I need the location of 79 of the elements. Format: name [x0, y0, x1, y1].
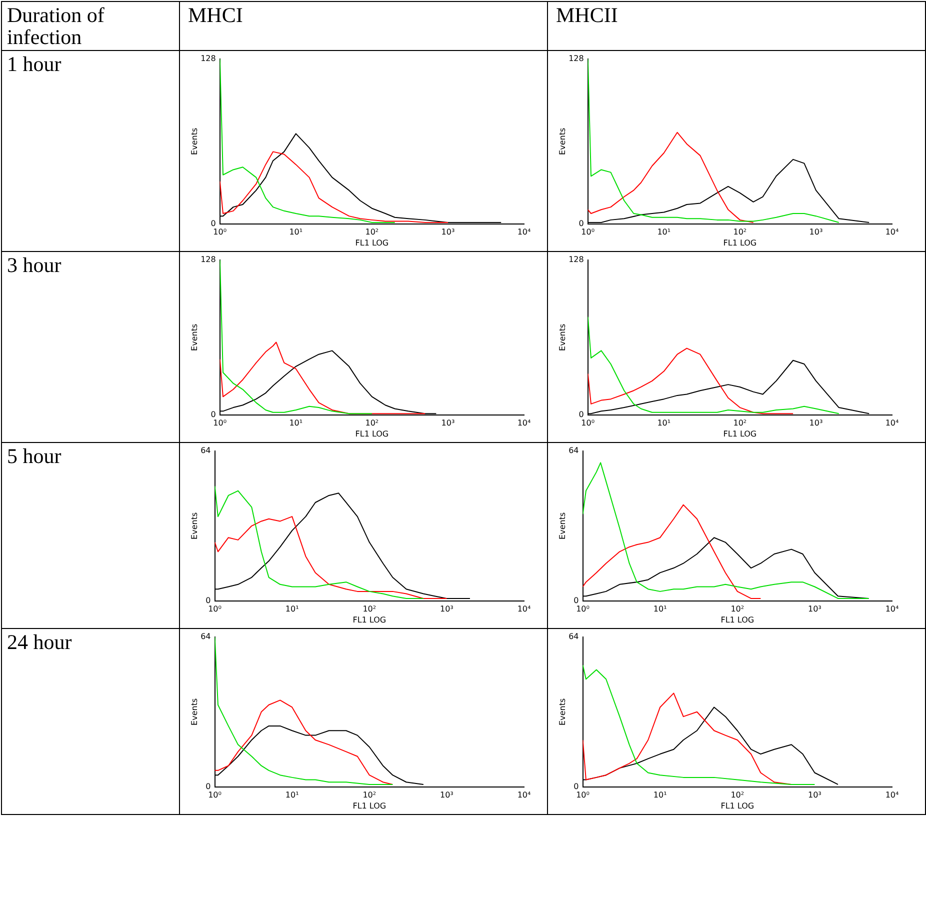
y-tick-label: 0 — [206, 782, 211, 791]
x-tick-label: 10³ — [809, 418, 823, 428]
x-axis-title: FL1 LOG — [723, 429, 757, 438]
y-tick-label: 0 — [574, 596, 579, 605]
x-tick-label: 10³ — [440, 604, 454, 614]
x-tick-label: 10¹ — [289, 418, 303, 428]
x-tick-label: 10⁰ — [213, 228, 227, 237]
text: 24 hour — [2, 629, 180, 816]
x-tick-label: 10² — [733, 418, 747, 428]
text: 3 hour — [2, 252, 180, 444]
y-tick-label: 0 — [210, 218, 216, 228]
text: 1 hour — [2, 51, 180, 252]
x-tick-label: 10⁴ — [517, 418, 531, 428]
x-tick-label: 10⁴ — [885, 418, 899, 428]
y-axis-title: Events — [558, 698, 567, 726]
x-tick-label: 10³ — [809, 228, 823, 237]
y-axis-title: Events — [558, 324, 567, 352]
x-tick-label: 10¹ — [285, 604, 299, 614]
x-axis-title: FL1 LOG — [720, 801, 754, 810]
y-tick-label: 64 — [200, 632, 211, 642]
x-tick-label: 10⁴ — [517, 604, 531, 614]
x-tick-label: 10⁴ — [885, 604, 899, 614]
y-axis-title: Events — [190, 128, 199, 156]
x-tick-label: 10² — [730, 790, 744, 800]
x-tick-label: 10⁰ — [576, 790, 590, 800]
y-axis-title: Events — [190, 324, 199, 352]
x-tick-label: 10⁰ — [576, 604, 590, 614]
x-axis-title: FL1 LOG — [352, 615, 386, 624]
y-axis-title: Events — [558, 512, 567, 540]
x-tick-label: 10⁴ — [517, 228, 531, 237]
x-tick-label: 10¹ — [653, 604, 667, 614]
x-tick-label: 10³ — [441, 228, 455, 237]
text: 5 hour — [2, 443, 180, 630]
x-tick-label: 10² — [362, 604, 376, 614]
y-tick-label: 64 — [200, 446, 211, 456]
y-tick-label: 0 — [206, 596, 211, 605]
x-tick-label: 10² — [362, 790, 376, 800]
x-tick-label: 10² — [730, 604, 744, 614]
chart-title: MHCI — [180, 2, 548, 52]
x-tick-label: 10⁴ — [517, 790, 531, 800]
y-axis-title: Events — [190, 698, 199, 726]
chart-title: MHCII — [548, 2, 926, 52]
x-axis-title: FL1 LOG — [355, 238, 389, 248]
x-tick-label: 10² — [365, 418, 379, 428]
y-tick-label: 128 — [200, 54, 216, 64]
x-axis-title: FL1 LOG — [355, 429, 389, 438]
y-tick-label: 64 — [568, 632, 579, 642]
y-tick-label: 0 — [210, 410, 216, 419]
x-tick-label: 10⁰ — [208, 604, 222, 614]
x-axis-title: FL1 LOG — [723, 238, 757, 248]
x-tick-label: 10³ — [808, 790, 822, 800]
y-tick-label: 0 — [578, 410, 584, 419]
x-tick-label: 10⁰ — [581, 418, 595, 428]
x-axis-title: FL1 LOG — [352, 801, 386, 810]
text: Duration of infection — [2, 2, 180, 52]
x-tick-label: 10⁰ — [213, 418, 227, 428]
x-tick-label: 10¹ — [657, 228, 671, 237]
x-tick-label: 10¹ — [285, 790, 299, 800]
x-tick-label: 10⁰ — [581, 228, 595, 237]
y-tick-label: 0 — [578, 218, 584, 228]
y-axis-title: Events — [190, 512, 199, 540]
x-tick-label: 10⁴ — [885, 790, 899, 800]
x-tick-label: 10³ — [441, 418, 455, 428]
x-tick-label: 10¹ — [289, 228, 303, 237]
y-tick-label: 0 — [574, 782, 579, 791]
x-tick-label: 10⁴ — [885, 228, 899, 237]
y-tick-label: 128 — [568, 54, 584, 64]
y-axis-title: Events — [558, 128, 567, 156]
y-tick-label: 128 — [200, 255, 216, 264]
y-tick-label: 128 — [568, 255, 584, 264]
x-tick-label: 10⁰ — [208, 790, 222, 800]
y-tick-label: 64 — [568, 446, 579, 456]
x-tick-label: 10¹ — [657, 418, 671, 428]
x-tick-label: 10³ — [808, 604, 822, 614]
x-tick-label: 10² — [365, 228, 379, 237]
x-axis-title: FL1 LOG — [720, 615, 754, 624]
x-tick-label: 10¹ — [653, 790, 667, 800]
x-tick-label: 10² — [733, 228, 747, 237]
x-tick-label: 10³ — [440, 790, 454, 800]
